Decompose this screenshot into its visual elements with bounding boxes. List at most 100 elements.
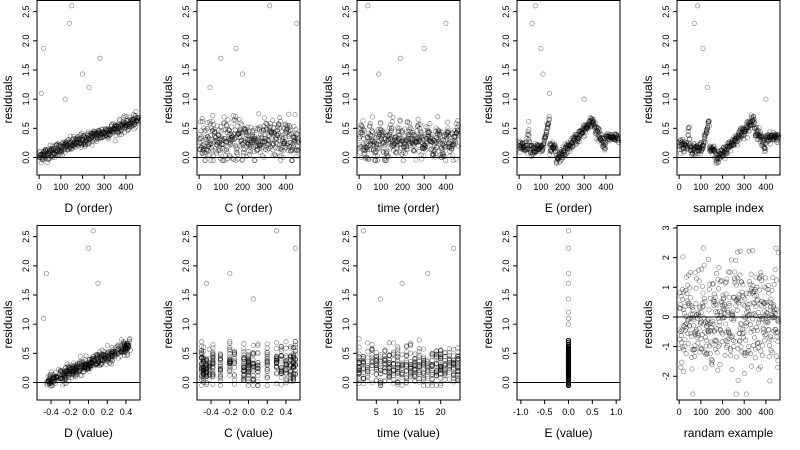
data-point (89, 142, 95, 148)
data-point (57, 147, 63, 153)
data-point (264, 382, 270, 388)
data-point (581, 96, 587, 102)
data-point (526, 118, 532, 125)
data-point (399, 127, 405, 133)
data-point (127, 122, 133, 128)
data-point (689, 366, 695, 372)
data-point (65, 140, 71, 146)
data-point (270, 141, 276, 147)
data-point (58, 149, 64, 156)
data-point (415, 139, 421, 145)
data-point (229, 137, 235, 143)
data-point (207, 121, 213, 127)
x-tick-label: 300 (737, 407, 752, 417)
data-point (82, 142, 88, 148)
data-point (367, 132, 373, 138)
data-point (407, 141, 413, 147)
data-point (61, 141, 68, 147)
y-tick-label: 2.0 (341, 260, 351, 273)
data-point (294, 131, 300, 137)
data-point (419, 139, 425, 145)
data-point (443, 157, 449, 163)
data-point (746, 343, 752, 349)
data-point (126, 123, 132, 129)
data-point (66, 141, 72, 147)
data-point (758, 348, 764, 354)
data-point (237, 128, 243, 134)
data-point (68, 140, 74, 146)
data-point (378, 130, 384, 136)
data-point (248, 136, 254, 142)
data-point (211, 129, 217, 135)
data-point (103, 129, 109, 135)
data-point (250, 144, 256, 150)
data-point (95, 135, 101, 141)
data-point (101, 129, 107, 135)
data-point (294, 138, 300, 144)
data-point (278, 146, 284, 153)
data-point (248, 149, 254, 155)
data-point (399, 151, 405, 157)
data-point (245, 136, 251, 142)
data-point (224, 122, 230, 129)
data-point (359, 123, 365, 129)
data-point (678, 364, 684, 370)
y-tick-label: 0.5 (341, 122, 351, 135)
data-point (135, 118, 141, 124)
data-point (274, 128, 280, 134)
data-point (199, 144, 205, 151)
data-point (403, 144, 409, 150)
data-point (54, 149, 60, 155)
data-point (379, 139, 385, 145)
data-point (390, 356, 397, 362)
data-point (288, 131, 294, 137)
data-point (422, 146, 428, 152)
data-point (132, 113, 138, 119)
data-point (241, 150, 247, 156)
data-point (267, 120, 273, 127)
x-tick-label: 400 (758, 407, 773, 417)
x-tick-label: 100 (53, 182, 68, 192)
data-point (240, 141, 246, 147)
data-point (121, 113, 127, 119)
data-point (210, 148, 216, 154)
data-point (408, 142, 414, 148)
data-point (71, 139, 77, 145)
data-point (206, 346, 212, 352)
data-point (268, 129, 274, 135)
data-point (43, 147, 49, 153)
data-point (277, 115, 283, 121)
data-point (419, 134, 425, 140)
data-point (286, 129, 292, 135)
x-tick-label: 0.4 (280, 407, 293, 417)
data-point (86, 136, 92, 142)
data-point (416, 137, 423, 143)
data-point (115, 130, 121, 136)
x-tick-label: 300 (577, 182, 592, 192)
data-point (285, 147, 291, 154)
data-point (367, 123, 373, 130)
data-point (261, 139, 267, 145)
data-point (295, 148, 301, 154)
panel-d-value: -0.4 -0.2 0.0 0.2 0.40.00.51.01.52.02.5D (va… (1, 225, 141, 440)
data-point (390, 114, 396, 120)
data-point (200, 142, 206, 149)
data-point (70, 137, 76, 143)
data-point (115, 124, 122, 130)
data-point (426, 133, 432, 139)
data-point (358, 130, 364, 136)
data-point (256, 142, 262, 148)
x-tick-label: 10 (393, 407, 403, 417)
y-tick-label: 1.5 (501, 64, 511, 77)
data-point (254, 147, 260, 153)
data-point (409, 140, 416, 147)
data-point (220, 142, 226, 148)
data-point (392, 134, 398, 140)
data-point (67, 145, 73, 152)
data-point (391, 136, 398, 142)
data-point (233, 134, 239, 140)
data-point (380, 128, 386, 134)
data-point (119, 122, 125, 128)
y-tick-label: 1.0 (21, 318, 31, 331)
